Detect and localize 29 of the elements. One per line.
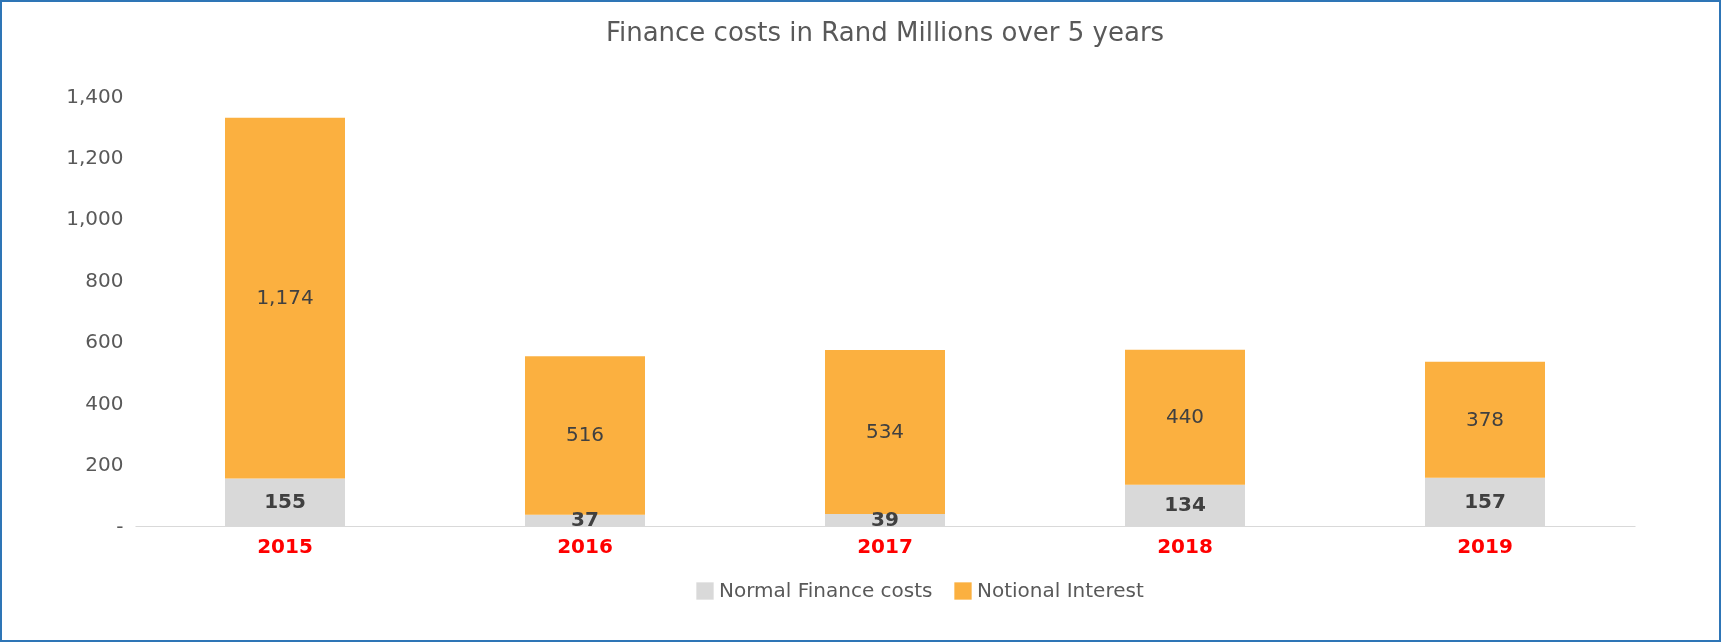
legend-label: Normal Finance costs — [719, 578, 933, 602]
x-tick-label: 2017 — [857, 533, 913, 558]
data-label: 440 — [1165, 404, 1205, 429]
y-tick-label: 1,400 — [66, 83, 124, 108]
y-tick-label: - — [116, 513, 124, 538]
bar — [225, 117, 345, 479]
y-tick-label: 1,200 — [66, 144, 124, 169]
chart-title: Finance costs in Rand Millions over 5 years — [605, 17, 1165, 47]
y-tick-label: 1,000 — [66, 206, 124, 231]
data-label: 155 — [264, 489, 306, 514]
bar — [1125, 349, 1245, 485]
data-label: 39 — [871, 507, 899, 532]
bar — [1425, 361, 1545, 478]
x-tick-label: 2018 — [1157, 533, 1213, 558]
y-tick-label: 600 — [85, 329, 124, 354]
x-tick-label: 2015 — [257, 533, 313, 558]
x-tick-label: 2019 — [1457, 533, 1513, 558]
y-tick-label: 800 — [85, 267, 124, 292]
legend-label: Notional Interest — [977, 578, 1144, 602]
data-label: 1,174 — [256, 285, 314, 310]
data-label: 157 — [1464, 488, 1506, 513]
data-label: 378 — [1465, 406, 1505, 431]
x-tick-label: 2016 — [557, 533, 613, 558]
data-label: 134 — [1164, 492, 1206, 517]
y-tick-label: 200 — [85, 452, 124, 477]
data-label: 516 — [565, 422, 605, 447]
y-tick-label: 400 — [85, 390, 124, 415]
data-label: 37 — [571, 507, 599, 532]
data-label: 534 — [865, 419, 905, 444]
